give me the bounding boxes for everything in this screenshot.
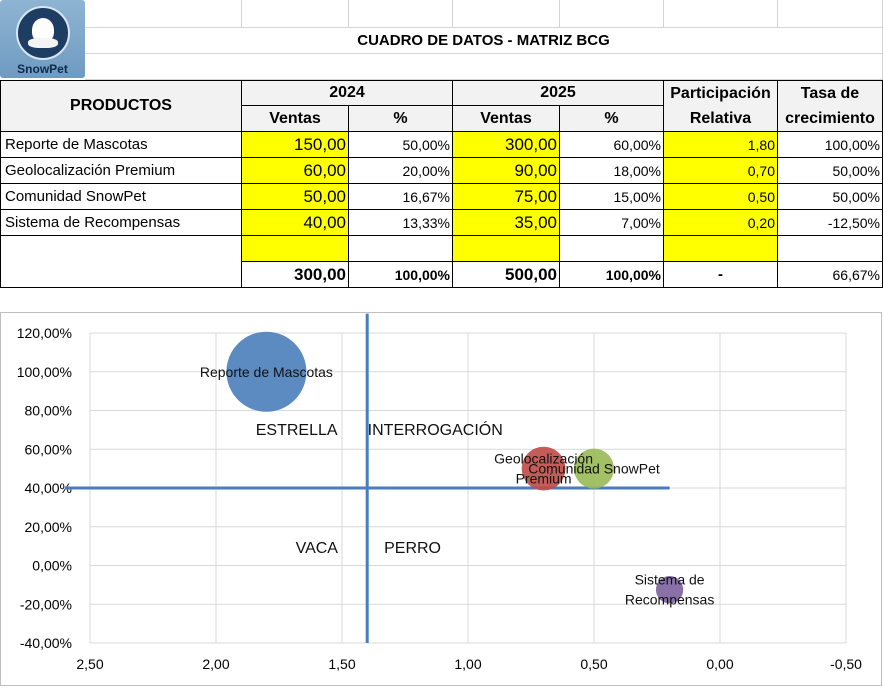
header-2024[interactable]: 2024 (242, 80, 453, 106)
quadrant-label: ESTRELLA (256, 422, 338, 439)
bcg-chart-svg: 120,00% 100,00% 80,00% 60,00% 40,00% 20,00% 0,… (17, 313, 862, 672)
bubble (521, 446, 566, 491)
product-name[interactable]: Comunidad SnowPet (0, 184, 242, 210)
empty-cell[interactable] (778, 236, 883, 262)
bubble-label: Comunidad SnowPet (528, 461, 660, 477)
quadrant-label: PERRO (384, 540, 441, 557)
empty-cell[interactable] (560, 0, 664, 28)
x-tick-label: 0,50 (580, 656, 607, 672)
header-participacion-2[interactable]: Relativa (664, 106, 778, 132)
participacion[interactable]: 0,70 (664, 158, 778, 184)
pct-2024[interactable]: 16,67% (349, 184, 453, 210)
bubble-label: Sistema de (635, 572, 705, 588)
empty-cell[interactable] (242, 0, 349, 28)
product-name[interactable]: Reporte de Mascotas (0, 132, 242, 158)
header-tasa-2[interactable]: crecimiento (778, 106, 883, 132)
total-ventas-2024[interactable]: 300,00 (242, 262, 349, 288)
x-tick-label: -0,50 (830, 656, 862, 672)
ventas-2024[interactable]: 40,00 (242, 210, 349, 236)
bubble (655, 576, 684, 604)
pct-2025[interactable]: 15,00% (560, 184, 664, 210)
product-name[interactable]: Sistema de Recompensas (0, 210, 242, 236)
quadrant-label: VACA (296, 540, 339, 557)
total-tasa[interactable]: 66,67% (778, 262, 883, 288)
empty-cell[interactable] (778, 0, 883, 28)
total-participacion[interactable]: - (664, 262, 778, 288)
header-tasa-1[interactable]: Tasa de (778, 80, 883, 106)
bubble-label: Reporte de Mascotas (200, 364, 333, 380)
pct-2024[interactable]: 13,33% (349, 210, 453, 236)
empty-cell[interactable] (0, 262, 242, 288)
bubble (574, 448, 614, 489)
total-pct-2024[interactable]: 100,00% (349, 262, 453, 288)
bubble (226, 331, 307, 412)
empty-cell[interactable] (85, 0, 242, 28)
header-ventas-2024[interactable]: Ventas (242, 106, 349, 132)
snowpet-logo: SnowPet (0, 0, 85, 78)
empty-row[interactable] (85, 54, 883, 80)
header-pct-2024[interactable]: % (349, 106, 453, 132)
bubble-label: Recompensas (625, 592, 715, 608)
pct-2025[interactable]: 18,00% (560, 158, 664, 184)
header-ventas-2025[interactable]: Ventas (453, 106, 560, 132)
participacion[interactable]: 0,50 (664, 184, 778, 210)
bubble-label: Premium (516, 471, 572, 487)
x-tick-label: 1,50 (328, 656, 355, 672)
header-2025[interactable]: 2025 (453, 80, 664, 106)
tasa-crecimiento[interactable]: -12,50% (778, 210, 883, 236)
x-tick-label: 0,00 (706, 656, 733, 672)
y-tick-label: -40,00% (20, 635, 72, 651)
ventas-2024[interactable]: 150,00 (242, 132, 349, 158)
tasa-crecimiento[interactable]: 50,00% (778, 184, 883, 210)
pct-2025[interactable]: 7,00% (560, 210, 664, 236)
empty-cell[interactable] (349, 0, 453, 28)
ventas-2025[interactable]: 75,00 (453, 184, 560, 210)
y-tick-label: 60,00% (25, 441, 72, 457)
dog-icon (15, 6, 70, 60)
pct-2025[interactable]: 60,00% (560, 132, 664, 158)
empty-cell[interactable] (242, 236, 349, 262)
sheet-title[interactable]: CUADRO DE DATOS - MATRIZ BCG (85, 28, 883, 54)
empty-cell[interactable] (0, 236, 242, 262)
ventas-2025[interactable]: 300,00 (453, 132, 560, 158)
ventas-2024[interactable]: 60,00 (242, 158, 349, 184)
ventas-2025[interactable]: 90,00 (453, 158, 560, 184)
x-tick-label: 2,50 (76, 656, 103, 672)
y-tick-label: -20,00% (20, 596, 72, 612)
total-pct-2025[interactable]: 100,00% (560, 262, 664, 288)
participacion[interactable]: 0,20 (664, 210, 778, 236)
x-tick-label: 1,00 (454, 656, 481, 672)
empty-cell[interactable] (349, 236, 453, 262)
tasa-crecimiento[interactable]: 100,00% (778, 132, 883, 158)
header-pct-2025[interactable]: % (560, 106, 664, 132)
pct-2024[interactable]: 20,00% (349, 158, 453, 184)
y-tick-label: 0,00% (32, 558, 72, 574)
spreadsheet: CUADRO DE DATOS - MATRIZ BCG SnowPet PRO… (0, 0, 883, 290)
bubble-label: Geolocalización (494, 451, 593, 467)
x-tick-label: 2,00 (202, 656, 229, 672)
y-tick-label: 20,00% (25, 519, 72, 535)
logo-text: SnowPet (17, 62, 68, 76)
empty-cell[interactable] (453, 236, 560, 262)
empty-cell[interactable] (453, 0, 560, 28)
empty-cell[interactable] (560, 236, 664, 262)
empty-cell[interactable] (664, 236, 778, 262)
pct-2024[interactable]: 50,00% (349, 132, 453, 158)
participacion[interactable]: 1,80 (664, 132, 778, 158)
tasa-crecimiento[interactable]: 50,00% (778, 158, 883, 184)
empty-cell[interactable] (664, 0, 778, 28)
y-tick-label: 40,00% (25, 480, 72, 496)
bcg-chart[interactable]: 120,00% 100,00% 80,00% 60,00% 40,00% 20,00% 0,… (0, 312, 882, 686)
y-tick-label: 80,00% (25, 403, 72, 419)
ventas-2025[interactable]: 35,00 (453, 210, 560, 236)
total-ventas-2025[interactable]: 500,00 (453, 262, 560, 288)
quadrant-label: INTERROGACIÓN (368, 420, 503, 439)
y-tick-label: 100,00% (17, 364, 72, 380)
header-productos[interactable]: PRODUCTOS (0, 80, 242, 132)
ventas-2024[interactable]: 50,00 (242, 184, 349, 210)
y-tick-label: 120,00% (17, 325, 72, 341)
product-name[interactable]: Geolocalización Premium (0, 158, 242, 184)
header-participacion-1[interactable]: Participación (664, 80, 778, 106)
